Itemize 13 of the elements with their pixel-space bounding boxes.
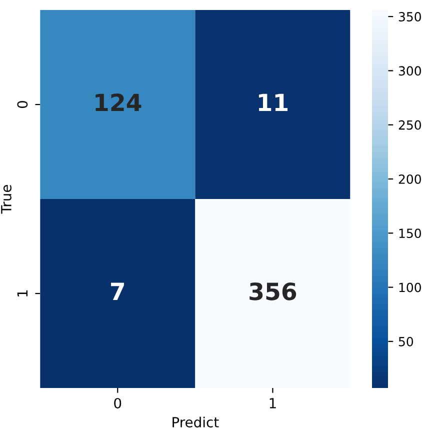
color-bar-label: 200 — [398, 174, 421, 184]
color-bar-label: 250 — [398, 120, 421, 130]
color-bar-label: 300 — [398, 66, 421, 76]
data-label: 356 — [250, 282, 296, 300]
data-label: 124 — [96, 94, 142, 112]
color-bar-label: 50 — [398, 336, 414, 346]
data-label: 7 — [110, 282, 124, 300]
y-axis-title: True — [1, 185, 12, 214]
x-axis-title: Predict — [172, 416, 219, 428]
color-bar-label: 100 — [399, 282, 421, 292]
data-label: 11 — [258, 94, 288, 112]
color-bar-label: 350 — [398, 12, 421, 22]
color-bar-label: 150 — [399, 228, 421, 238]
